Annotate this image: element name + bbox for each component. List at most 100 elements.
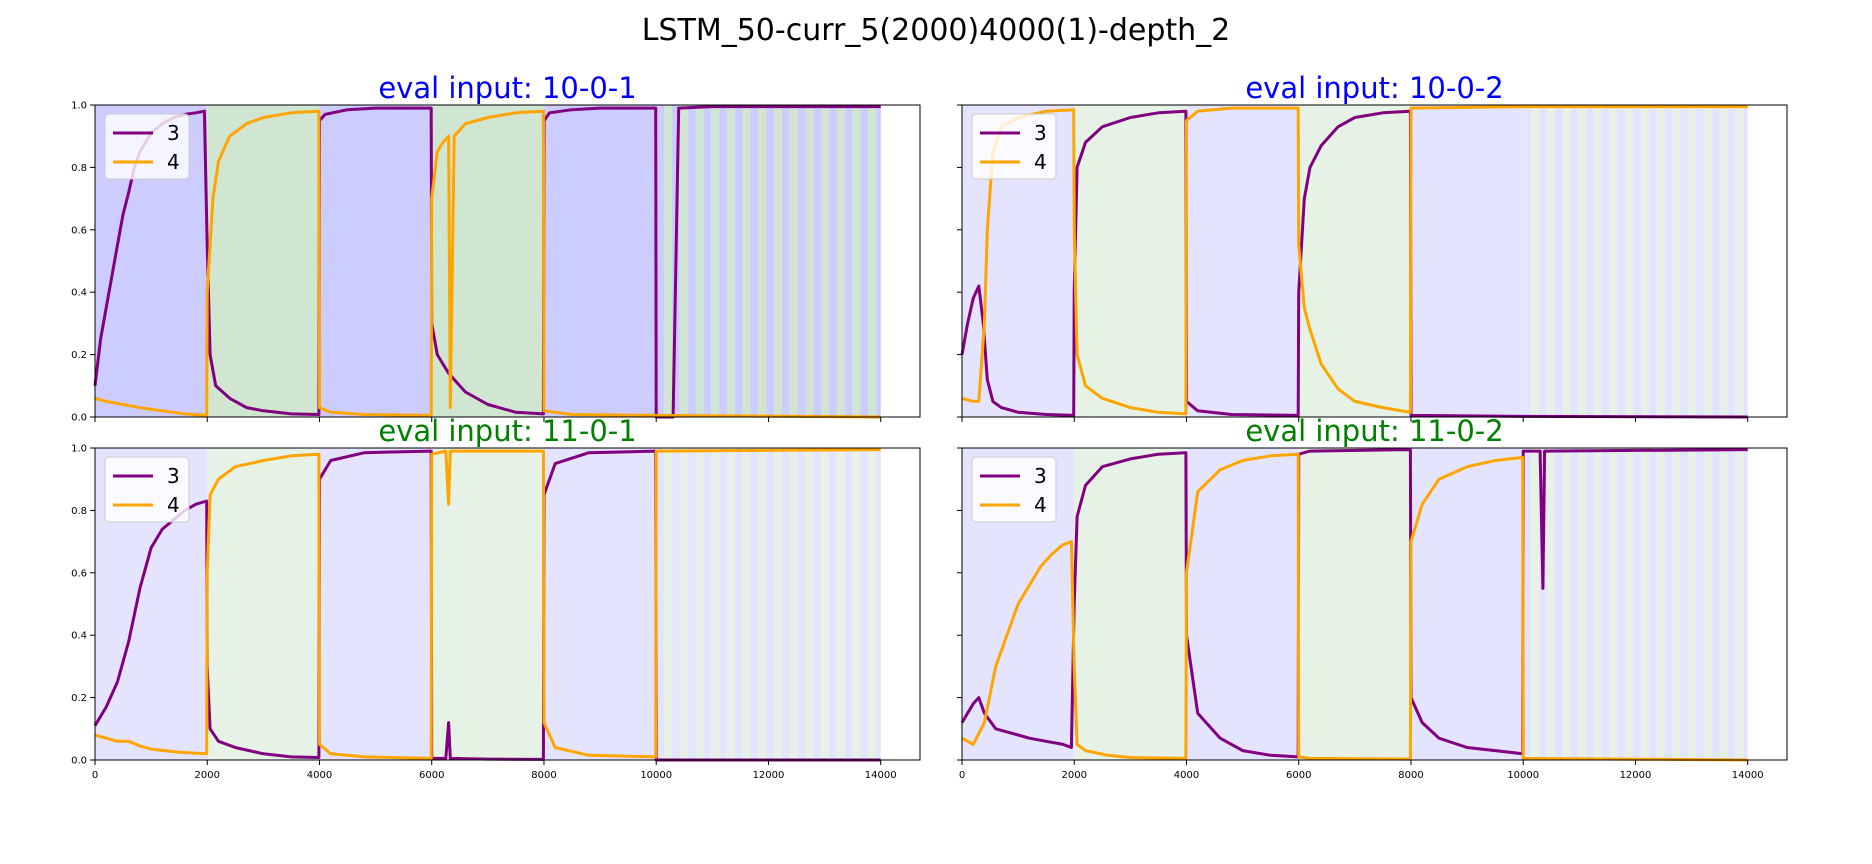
shaded-region — [1609, 448, 1618, 760]
x-tick-label: 12000 — [753, 770, 785, 781]
shaded-region — [1562, 448, 1571, 760]
shaded-region — [860, 448, 869, 760]
shaded-region — [742, 448, 751, 760]
shaded-region — [1586, 105, 1594, 417]
legend-label-3: 3 — [1034, 121, 1047, 145]
legend-label-3: 3 — [167, 464, 180, 488]
shaded-region — [1546, 448, 1555, 760]
subplot-2: eval input: 10-0-234 — [957, 71, 1788, 422]
x-tick-label: 2000 — [1062, 770, 1087, 781]
shaded-region — [1648, 105, 1657, 417]
shaded-region — [1546, 105, 1555, 417]
legend-label-4: 4 — [167, 150, 180, 174]
x-tick-label: 4000 — [307, 770, 332, 781]
axes-frame — [961, 447, 1788, 761]
shaded-region — [1743, 105, 1748, 417]
shaded-region — [868, 105, 877, 417]
shaded-region — [734, 448, 743, 760]
x-tick-label: 6000 — [419, 770, 444, 781]
shaded-region — [543, 448, 657, 760]
shaded-region — [829, 105, 837, 417]
shaded-region — [1625, 105, 1634, 417]
shaded-region — [1641, 448, 1649, 760]
y-tick-label: 0.8 — [71, 506, 87, 517]
shaded-region — [1410, 105, 1524, 417]
series-line-4 — [94, 448, 881, 760]
shaded-region — [1656, 105, 1665, 417]
shaded-region — [1601, 105, 1610, 417]
x-tick-label: 0 — [92, 770, 98, 781]
shaded-region — [868, 448, 877, 760]
y-tick-label: 0.6 — [71, 225, 87, 236]
shaded-region — [1531, 105, 1539, 417]
shaded-region — [1570, 448, 1579, 760]
shaded-region — [1570, 105, 1579, 417]
x-tick-label: 12000 — [1620, 770, 1652, 781]
shaded-region — [319, 448, 432, 760]
shaded-region — [319, 105, 432, 417]
shaded-region — [774, 448, 782, 760]
shaded-region — [1562, 105, 1571, 417]
subplot-title: eval input: 11-0-1 — [378, 414, 636, 448]
shaded-region — [1578, 448, 1587, 760]
shaded-region — [687, 448, 696, 760]
shaded-region — [1601, 448, 1610, 760]
shaded-region — [852, 448, 861, 760]
shaded-region — [656, 105, 665, 417]
shaded-region — [1410, 448, 1524, 760]
series-line-3 — [960, 448, 1748, 759]
shaded-region — [876, 105, 881, 417]
shaded-region — [679, 448, 688, 760]
shaded-region — [758, 448, 767, 760]
shaded-region — [1719, 105, 1728, 417]
shaded-region — [703, 448, 712, 760]
subplot-title: eval input: 11-0-2 — [1245, 414, 1503, 448]
x-tick-label: 0 — [959, 770, 965, 781]
y-tick-label: 0.4 — [71, 631, 87, 642]
shaded-region — [1617, 448, 1626, 760]
x-tick-label: 8000 — [531, 770, 556, 781]
series-line-3 — [960, 109, 1748, 419]
series-line-4 — [961, 452, 1748, 762]
shaded-region — [711, 448, 720, 760]
axes-frame — [94, 447, 921, 761]
shaded-region — [1727, 105, 1736, 417]
subplot-title: eval input: 10-0-2 — [1245, 71, 1503, 105]
shaded-region — [821, 105, 830, 417]
x-tick-label: 10000 — [640, 770, 672, 781]
shaded-region — [1538, 105, 1547, 417]
shaded-region — [726, 105, 735, 417]
shaded-region — [1298, 105, 1411, 417]
shaded-region — [1633, 105, 1642, 417]
shaded-region — [1578, 105, 1587, 417]
shaded-region — [1672, 105, 1681, 417]
x-tick-label: 10000 — [1507, 770, 1539, 781]
shaded-region — [687, 105, 696, 417]
shaded-region — [1664, 448, 1673, 760]
shaded-region — [1074, 105, 1187, 417]
shaded-region — [1727, 448, 1736, 760]
y-tick-label: 1.0 — [71, 444, 87, 455]
shaded-region — [1711, 105, 1720, 417]
x-tick-label: 8000 — [1398, 770, 1423, 781]
legend: 34 — [104, 113, 190, 180]
y-tick-label: 0.6 — [71, 568, 87, 579]
shaded-region — [1672, 448, 1681, 760]
shaded-region — [1680, 105, 1689, 417]
shaded-region — [207, 105, 320, 417]
x-tick-label: 2000 — [195, 770, 220, 781]
y-tick-label: 1.0 — [71, 101, 87, 112]
axes-frame — [94, 104, 921, 418]
shaded-region — [1703, 105, 1712, 417]
shaded-region — [766, 105, 775, 417]
shaded-region — [852, 105, 861, 417]
shaded-region — [860, 105, 869, 417]
shaded-region — [664, 105, 672, 417]
shaded-region — [719, 448, 727, 760]
shaded-region — [1664, 105, 1673, 417]
shaded-region — [789, 105, 798, 417]
shaded-region — [805, 105, 814, 417]
shaded-region — [1719, 448, 1728, 760]
